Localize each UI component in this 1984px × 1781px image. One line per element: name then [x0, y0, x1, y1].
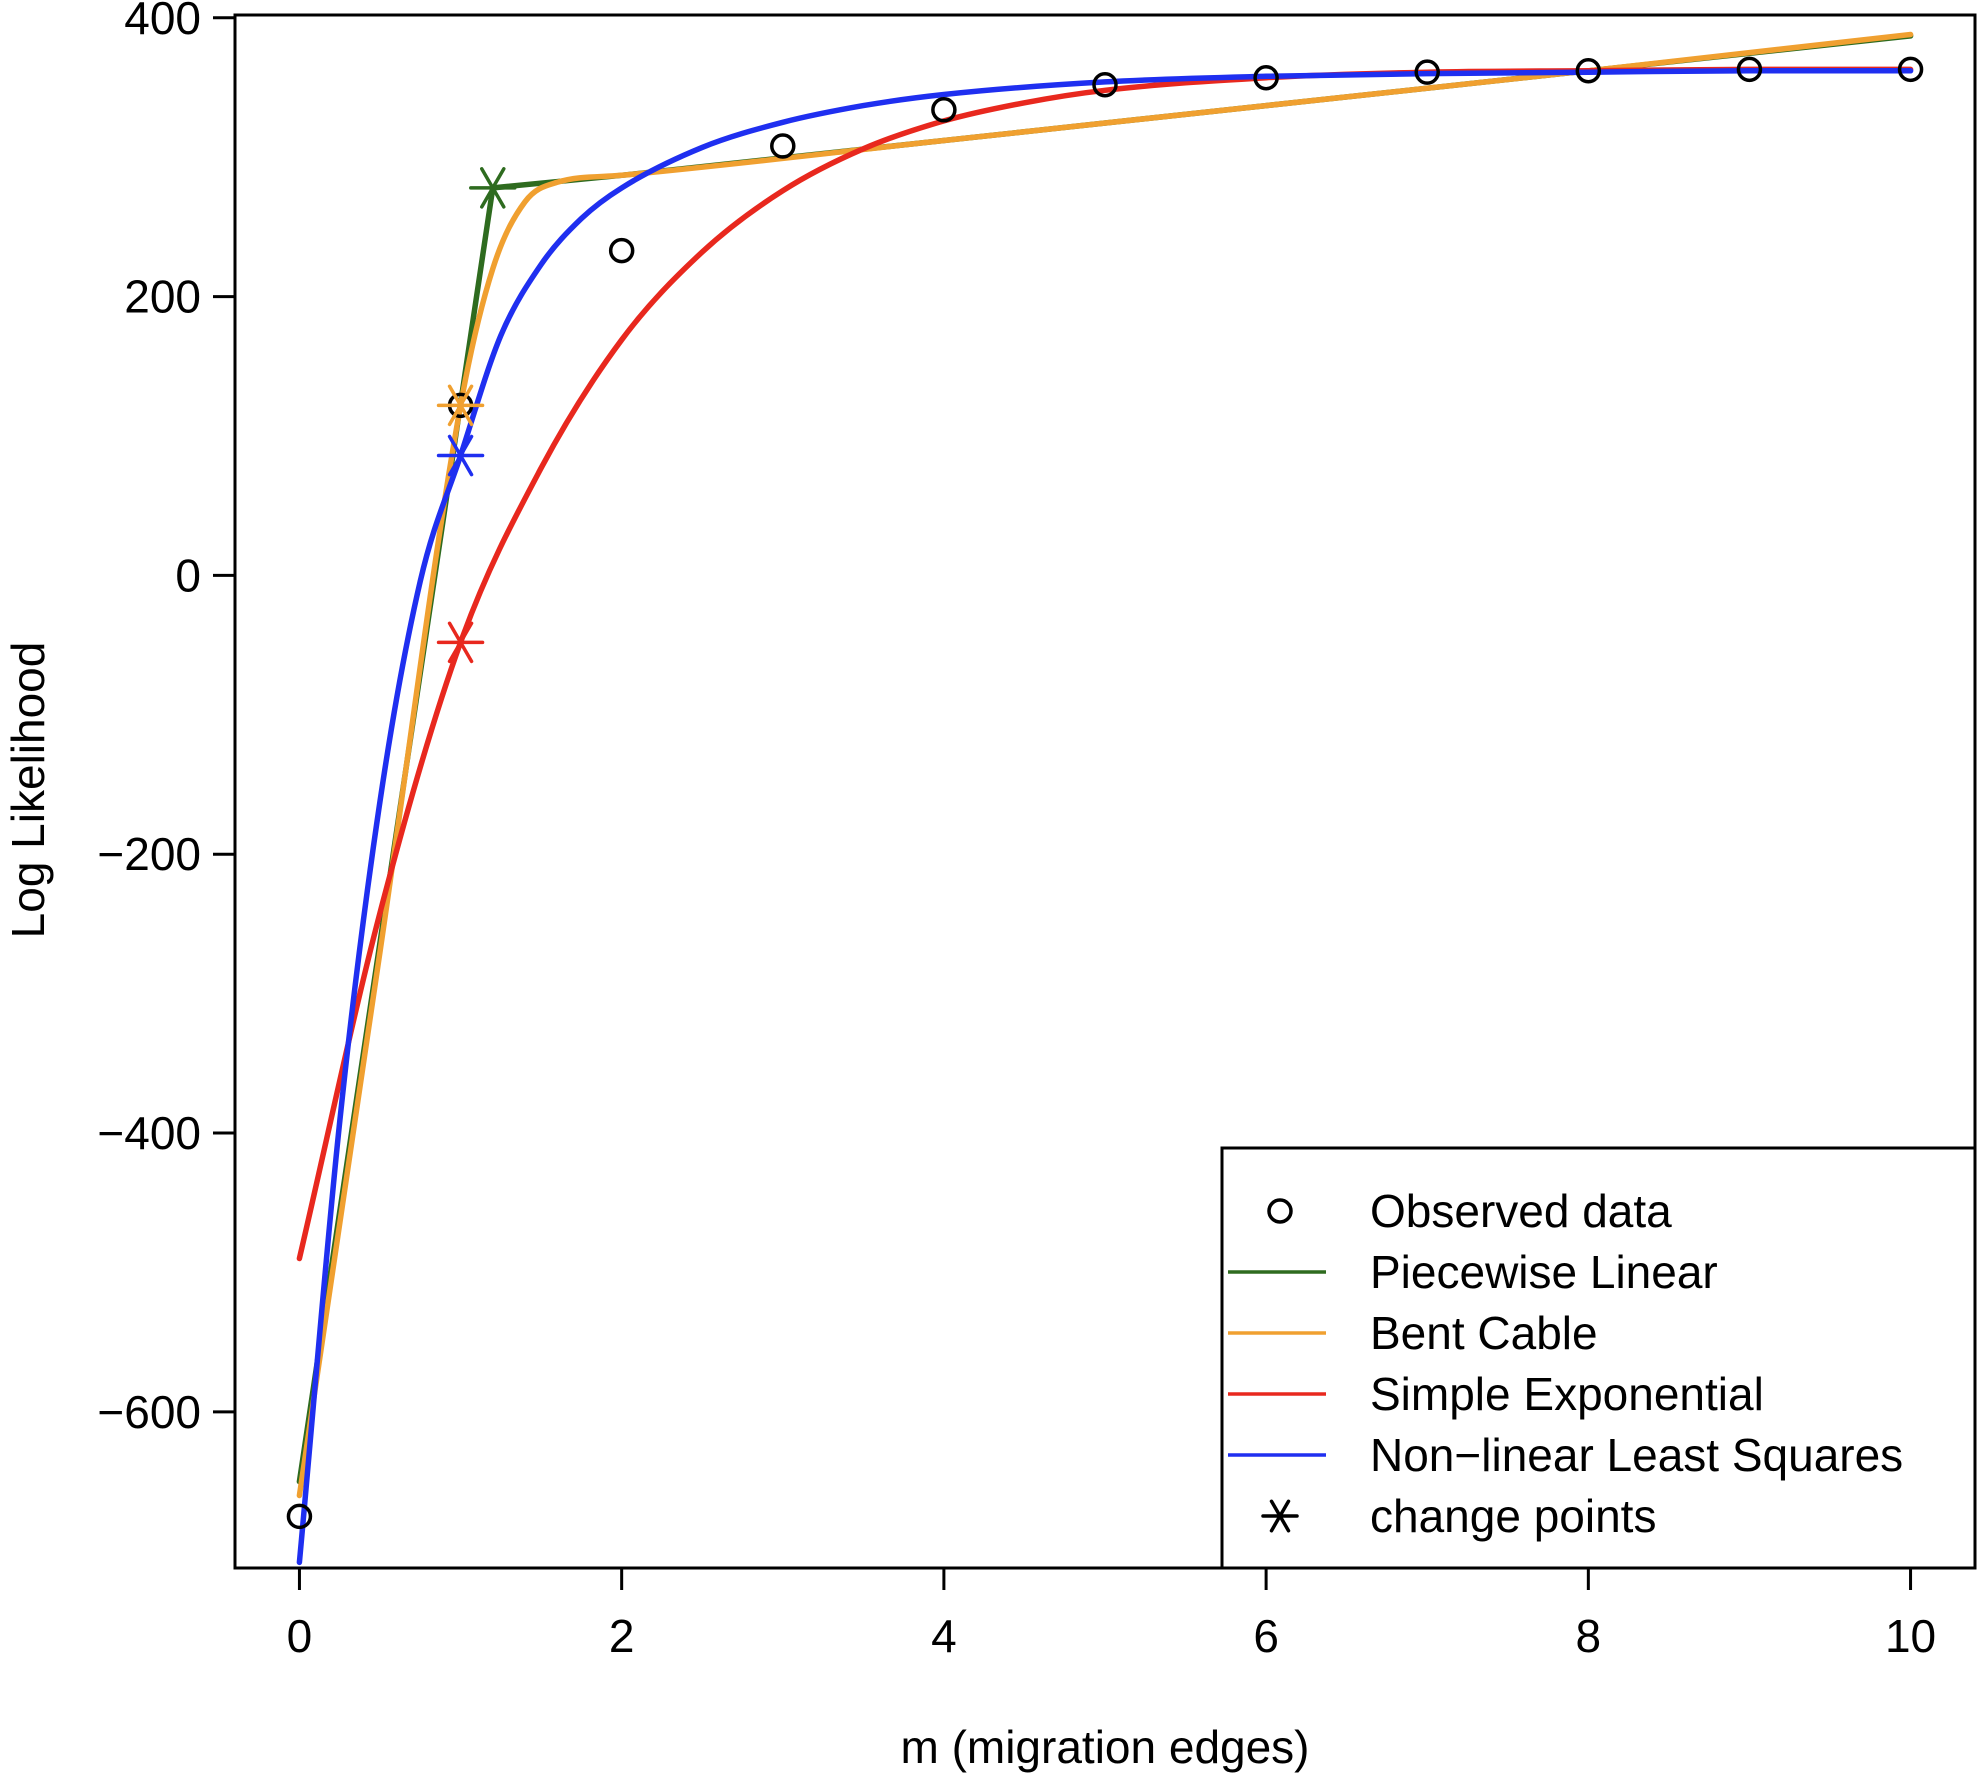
legend-observed-data-symbol [1267, 1198, 1293, 1224]
series-curves [296, 31, 1914, 1566]
y-tick-label: 200 [124, 271, 201, 323]
series-line-non-linear-least-squares [296, 68, 1914, 1566]
legend: Observed data Piecewise Linear Bent Cable S… [1220, 1146, 1977, 1570]
legend-bent-cable-label: Bent Cable [1370, 1307, 1598, 1359]
observed-point [770, 133, 796, 159]
series-line-simple-exponential [296, 66, 1914, 1262]
legend-change-points-symbol-stroke-2 [1269, 1499, 1291, 1533]
x-tick-label: 4 [931, 1610, 957, 1662]
y-tick-label: 0 [175, 549, 201, 601]
change-point-simple-exponential-stroke-2 [447, 621, 474, 664]
observed-point [608, 237, 635, 264]
y-tick-label: −200 [97, 828, 201, 880]
legend-non-linear-least-squares-label: Non−linear Least Squares [1370, 1429, 1903, 1481]
x-tick-label: 0 [287, 1610, 313, 1662]
x-tick-label: 8 [1576, 1610, 1602, 1662]
observed-point [1897, 56, 1924, 83]
x-axis: 0 2 4 6 8 10 [287, 1566, 1936, 1662]
change-point-simple-exponential [436, 621, 485, 664]
legend-simple-exponential-label: Simple Exponential [1370, 1368, 1764, 1420]
legend-change-points-label: change points [1370, 1490, 1656, 1542]
plot-frame [233, 13, 1977, 1570]
legend-observed-data-label: Observed data [1370, 1185, 1672, 1237]
change-point-bent-cable-stroke-2 [447, 384, 474, 427]
observed-point [1575, 58, 1602, 84]
change-point-non-linear-least-squares-stroke-2 [447, 434, 474, 477]
legend-change-points-symbol [1261, 1499, 1299, 1533]
change-point-piecewise-linear-stroke-2 [480, 167, 506, 209]
observed-point [1736, 56, 1763, 83]
y-tick-label: 400 [124, 0, 201, 44]
observed-point [1414, 59, 1440, 85]
x-tick-label: 10 [1885, 1610, 1936, 1662]
y-tick-label: −400 [97, 1107, 201, 1159]
y-axis-title: Log Likelihood [2, 642, 54, 939]
change-point-bent-cable [436, 384, 485, 427]
change-point-markers [436, 167, 517, 664]
observed-point [1092, 71, 1118, 98]
change-point-piecewise-linear [469, 167, 517, 209]
x-tick-label: 2 [609, 1610, 635, 1662]
legend-piecewise-linear-label: Piecewise Linear [1370, 1246, 1718, 1298]
legend-frame [1220, 1146, 1977, 1570]
y-tick-label: −600 [97, 1386, 201, 1438]
x-tick-label: 6 [1253, 1610, 1279, 1662]
change-point-non-linear-least-squares [436, 434, 485, 477]
observed-point [286, 1503, 313, 1530]
observed-point [931, 97, 957, 123]
x-axis-title: m (migration edges) [900, 1721, 1309, 1773]
y-axis: −600 −400 −200 0 200 400 [97, 0, 237, 1438]
observed-point [1253, 64, 1279, 91]
